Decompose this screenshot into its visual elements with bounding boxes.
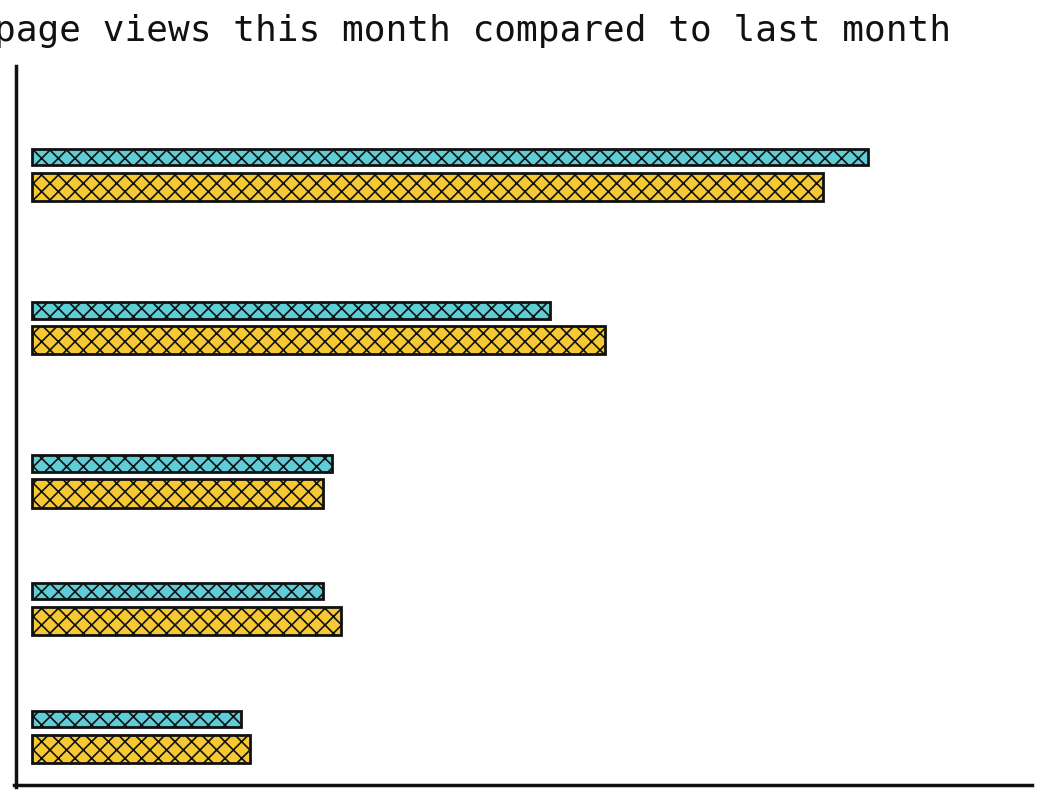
Bar xyxy=(32,480,323,508)
Bar xyxy=(32,173,823,201)
Bar xyxy=(32,735,250,763)
Bar xyxy=(32,455,332,472)
Bar xyxy=(32,302,550,319)
Text: page views this month compared to last month: page views this month compared to last m… xyxy=(0,14,951,48)
Bar xyxy=(32,607,341,635)
Bar xyxy=(32,583,323,599)
Bar xyxy=(32,710,242,727)
Bar xyxy=(32,326,605,354)
Bar xyxy=(32,149,868,166)
